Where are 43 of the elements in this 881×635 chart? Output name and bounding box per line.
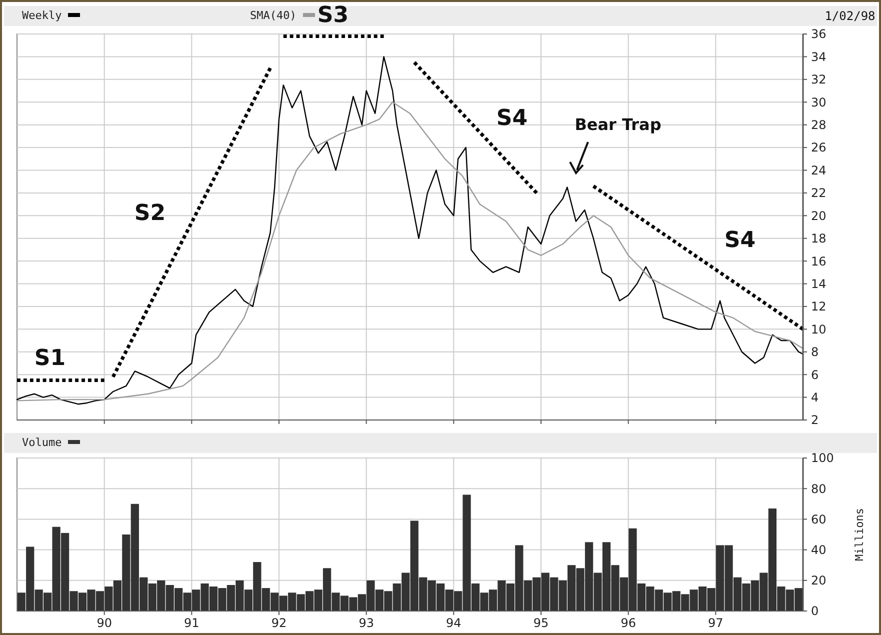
y-tick-label: 20 [811, 208, 826, 223]
x-tick-label: 97 [708, 616, 724, 630]
y-tick-label: 4 [811, 390, 819, 404]
y-tick-label: 22 [811, 186, 826, 200]
y-tick-label: 24 [811, 163, 826, 178]
x-tick-label: 95 [533, 616, 549, 630]
y-tick-label: 18 [811, 232, 826, 246]
annotation: S2 [134, 201, 166, 226]
y-axis-title: Millions [853, 508, 866, 561]
annotation: S4 [724, 228, 756, 253]
annotation: Bear Trap [574, 115, 662, 134]
y-tick-label: 16 [811, 254, 826, 268]
x-tick-label: 94 [446, 616, 462, 630]
annotation: S4 [496, 106, 528, 131]
x-tick-label: 96 [620, 616, 636, 630]
y-tick-label: 36 [811, 27, 826, 42]
y-tick-label: 100 [811, 451, 834, 466]
x-tick-label: 93 [358, 616, 374, 630]
y-tick-label: 26 [811, 140, 826, 155]
y-tick-label: 34 [811, 50, 826, 64]
y-tick-label: 60 [811, 512, 826, 526]
y-tick-label: 10 [811, 322, 826, 336]
y-tick-label: 30 [811, 95, 826, 110]
y-tick-label: 14 [811, 276, 826, 291]
y-tick-label: 20 [811, 574, 826, 588]
y-tick-label: 8 [811, 345, 819, 360]
y-tick-label: 12 [811, 300, 826, 314]
x-tick-label: 91 [184, 616, 200, 630]
y-tick-label: 6 [811, 368, 819, 382]
y-tick-label: 2 [811, 413, 819, 428]
text: 1/02/98 [824, 9, 876, 23]
y-tick-label: 28 [811, 118, 826, 132]
y-tick-label: 0 [811, 604, 819, 618]
x-tick-label: 90 [96, 616, 112, 630]
y-tick-label: 80 [811, 482, 826, 496]
legend-label: Weekly [22, 9, 62, 22]
y-tick-label: 40 [811, 543, 826, 557]
text: S3 [317, 3, 349, 28]
legend-label: Volume [22, 436, 62, 449]
legend-label: SMA(40) [250, 9, 296, 22]
y-tick-label: 32 [811, 72, 826, 87]
x-tick-label: 92 [271, 616, 287, 630]
annotation: S1 [34, 346, 66, 371]
